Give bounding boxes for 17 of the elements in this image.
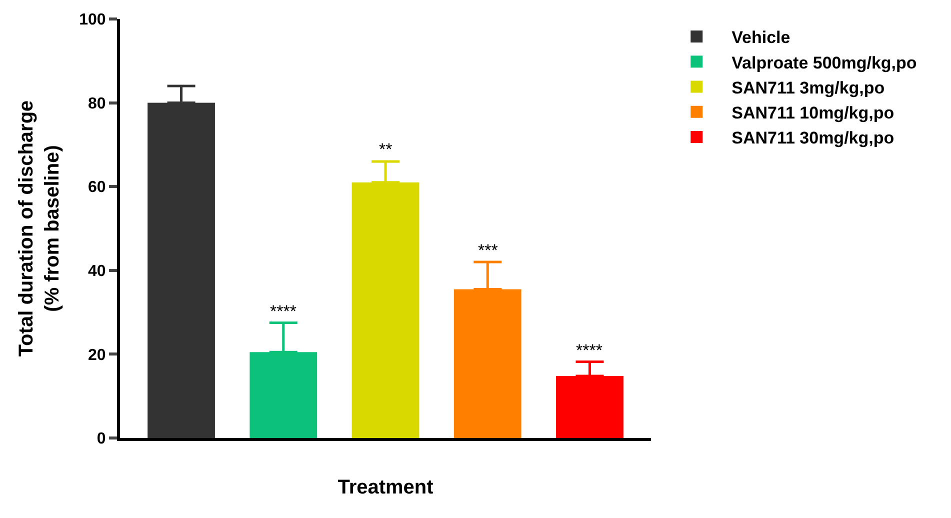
data-label: ****: [576, 341, 603, 360]
y-tick-label: 60: [88, 179, 106, 196]
legend-label: Valproate 500mg/kg,po: [732, 53, 917, 72]
y-tick-label: 20: [88, 346, 106, 364]
y-tick-label: 100: [79, 12, 106, 29]
legend-label: SAN711 3mg/kg,po: [732, 78, 885, 98]
y-tick-label: 0: [96, 430, 106, 448]
legend-label: SAN711 10mg/kg,po: [732, 103, 894, 122]
legend-label: SAN711 30mg/kg,po: [732, 128, 894, 148]
legend-label: Vehicle: [732, 28, 790, 48]
data-label: ***: [478, 241, 498, 260]
y-axis-title: Total duration of discharge (% from baseline): [16, 100, 64, 357]
y-tick-label: 80: [88, 95, 106, 112]
data-label: **: [379, 140, 393, 159]
y-tick-label: 40: [88, 263, 106, 280]
x-axis-title: Treatment: [338, 476, 434, 498]
data-label: ****: [270, 302, 297, 321]
